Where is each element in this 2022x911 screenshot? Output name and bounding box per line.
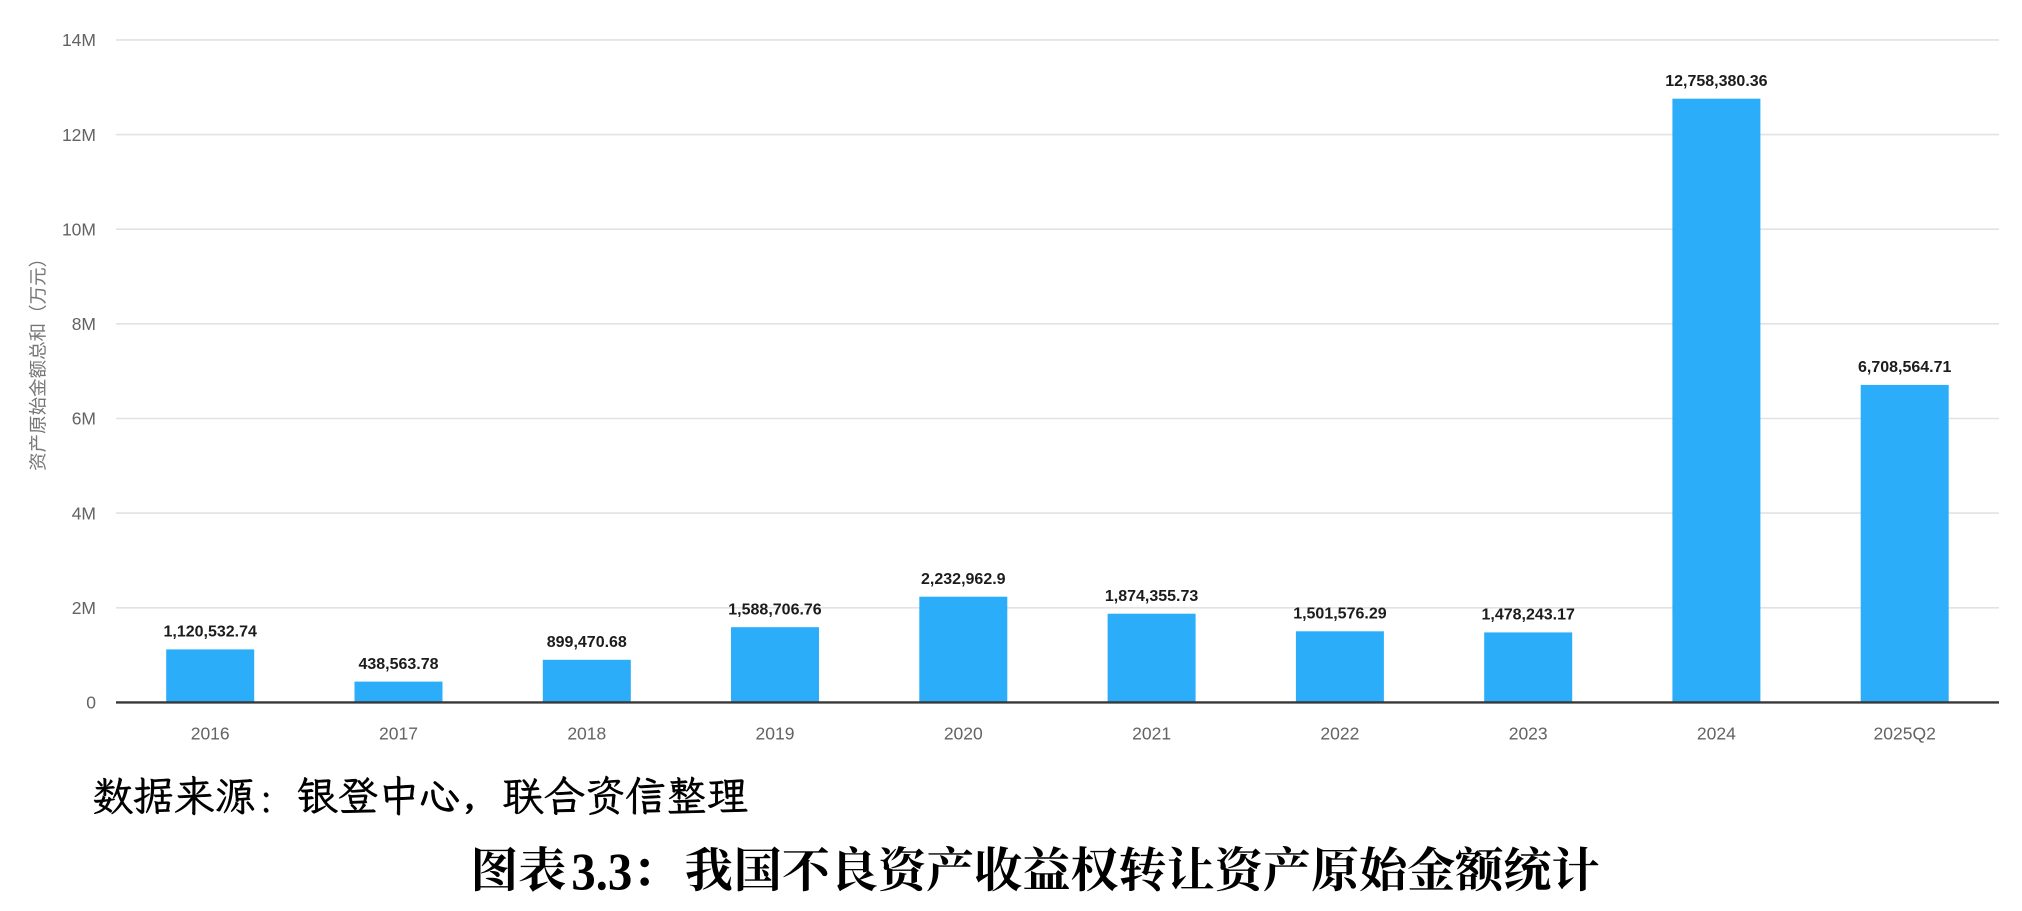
svg-text:2M: 2M: [72, 598, 96, 618]
svg-text:2023: 2023: [1509, 724, 1548, 744]
svg-text:2017: 2017: [379, 724, 418, 744]
svg-text:14M: 14M: [62, 30, 96, 50]
svg-text:4M: 4M: [72, 503, 96, 523]
svg-text:2025Q2: 2025Q2: [1874, 724, 1936, 744]
svg-text:1,120,532.74: 1,120,532.74: [163, 624, 257, 641]
svg-text:1,501,576.29: 1,501,576.29: [1293, 606, 1387, 623]
svg-text:10M: 10M: [62, 219, 96, 239]
svg-text:2019: 2019: [756, 724, 795, 744]
svg-text:6,708,564.71: 6,708,564.71: [1858, 359, 1952, 376]
svg-text:2020: 2020: [944, 724, 983, 744]
svg-text:12,758,380.36: 12,758,380.36: [1665, 73, 1767, 90]
svg-text:899,470.68: 899,470.68: [547, 634, 627, 651]
svg-text:0: 0: [86, 693, 96, 713]
svg-text:2016: 2016: [191, 724, 230, 744]
svg-text:2018: 2018: [567, 724, 606, 744]
svg-text:2021: 2021: [1132, 724, 1171, 744]
svg-text:1,478,243.17: 1,478,243.17: [1481, 607, 1575, 624]
svg-text:2022: 2022: [1320, 724, 1359, 744]
svg-text:1,588,706.76: 1,588,706.76: [728, 602, 822, 619]
svg-text:12M: 12M: [62, 125, 96, 145]
svg-text:438,563.78: 438,563.78: [358, 656, 438, 673]
svg-text:6M: 6M: [72, 409, 96, 429]
svg-text:8M: 8M: [72, 314, 96, 334]
svg-text:2,232,962.9: 2,232,962.9: [921, 571, 1006, 588]
svg-text:2024: 2024: [1697, 724, 1736, 744]
svg-text:1,874,355.73: 1,874,355.73: [1105, 588, 1199, 605]
